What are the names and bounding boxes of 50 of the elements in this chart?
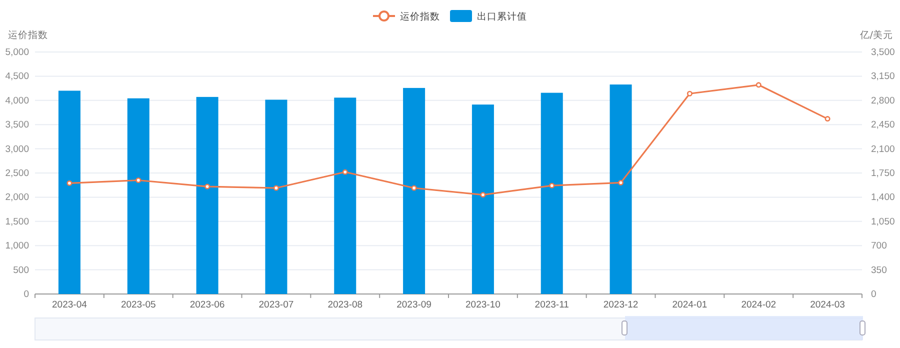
x-tick-label: 2023-11	[534, 299, 569, 310]
y-tick-label: 4,000	[5, 95, 29, 106]
point	[480, 192, 486, 198]
y2-tick-label: 2,100	[871, 144, 895, 155]
y2-tick-label: 1,400	[871, 192, 895, 204]
x-tick-label: 2023-09	[396, 299, 432, 310]
y-tick-label: 4,500	[5, 71, 29, 82]
point	[273, 185, 279, 191]
y-tick-label: 2,000	[5, 192, 29, 204]
x-tick-label: 2023-12	[603, 299, 638, 310]
y2-tick-label: 3,150	[871, 71, 895, 82]
y2-tick-label: 1,050	[871, 216, 895, 228]
x-tick-label: 2023-08	[328, 299, 363, 310]
x-tick-label: 2023-05	[120, 299, 156, 310]
x-tick-label: 2024-03	[810, 299, 845, 310]
point	[411, 185, 417, 191]
y-tick-label: 500	[13, 264, 29, 276]
x-tick-label: 2024-01	[672, 299, 708, 310]
x-tick-label: 2023-07	[258, 299, 294, 310]
y2-axis-title: 亿/美元	[858, 29, 893, 41]
y-tick-label: 0	[24, 289, 29, 300]
y2-tick-label: 2,800	[871, 95, 895, 106]
x-tick-label: 2023-10	[466, 299, 500, 310]
point	[824, 116, 830, 122]
y2-tick-label: 0	[871, 289, 876, 300]
y-tick-label: 2,500	[5, 168, 29, 180]
y2-tick-label: 1,750	[871, 168, 895, 180]
point	[549, 182, 555, 188]
x-tick-label: 2023-04	[52, 299, 87, 310]
y-tick-label: 3,000	[5, 144, 29, 155]
point	[686, 90, 692, 96]
legend-label: 运价指数	[400, 10, 440, 22]
y2-tick-label: 700	[871, 240, 887, 252]
point	[136, 178, 142, 184]
y-tick-label: 5,000	[5, 47, 29, 58]
y2-tick-label: 350	[871, 264, 887, 276]
point	[66, 180, 72, 186]
y2-tick-label: 3,500	[871, 47, 895, 58]
y2-tick-label: 2,450	[871, 120, 895, 131]
y-tick-label: 1,000	[5, 240, 29, 252]
point	[756, 82, 762, 88]
legend-label: 出口累计值	[477, 10, 527, 22]
y-axis-title: 运价指数	[8, 29, 48, 41]
point	[618, 180, 624, 186]
x-tick-label: 2024-02	[741, 299, 776, 310]
point	[342, 169, 348, 175]
y-tick-label: 1,500	[5, 216, 29, 228]
point	[204, 184, 210, 190]
x-tick-label: 2023-06	[190, 299, 225, 310]
y-tick-label: 3,500	[5, 120, 29, 131]
